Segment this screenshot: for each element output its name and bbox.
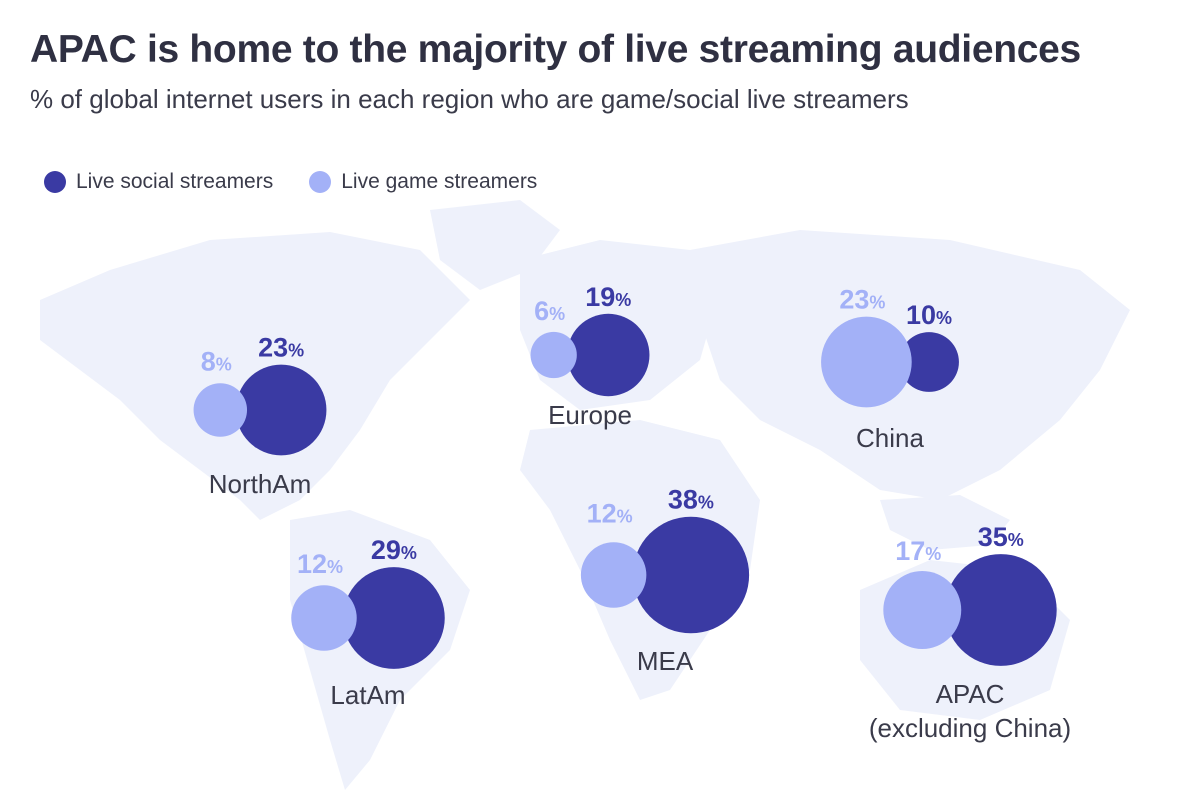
- bubble-social-northam: [235, 364, 327, 456]
- region-mea: 38% 12% MEA: [580, 485, 750, 676]
- region-northam: 23% 8% NorthAm: [193, 333, 327, 499]
- bubble-game-latam: [291, 585, 357, 651]
- region-label-europe: Europe: [548, 400, 632, 430]
- bubble-social-mea: [632, 516, 750, 634]
- value-label-game-europe: 6%: [534, 296, 565, 326]
- bubble-social-china: [899, 332, 959, 392]
- region-china: 10% 23% China: [821, 285, 959, 453]
- value-label-game-mea: 12%: [587, 499, 633, 529]
- bubble-game-europe: [530, 331, 577, 379]
- region-label-latam: LatAm: [330, 680, 405, 710]
- value-label-social-northam: 23%: [258, 333, 304, 363]
- bubble-social-europe: [567, 313, 650, 397]
- bubble-game-northam: [193, 383, 248, 437]
- value-label-game-apac: 17%: [895, 536, 941, 566]
- legend-swatch-social: [44, 171, 66, 193]
- legend: Live social streamers Live game streamer…: [44, 170, 573, 194]
- value-label-social-latam: 29%: [371, 535, 417, 565]
- chart-subtitle: % of global internet users in each regio…: [30, 84, 909, 114]
- legend-label-game: Live game streamers: [341, 170, 538, 193]
- bubble-game-apac: [883, 571, 962, 649]
- bubble-game-china: [821, 316, 912, 408]
- legend-label-social: Live social streamers: [76, 170, 274, 193]
- region-label-china: China: [856, 423, 924, 453]
- bubble-social-apac: [944, 554, 1057, 666]
- region-apac: 35% 17% APAC (excluding China): [869, 522, 1071, 743]
- value-label-social-china: 10%: [906, 300, 952, 330]
- region-latam: 29% 12% LatAm: [291, 535, 445, 710]
- region-label-apac-line2: (excluding China): [869, 713, 1071, 743]
- chart-title: APAC is home to the majority of live str…: [30, 28, 1081, 71]
- region-label-northam: NorthAm: [209, 469, 312, 499]
- region-label-mea: MEA: [637, 646, 694, 676]
- bubble-game-mea: [580, 542, 647, 608]
- legend-item-social: Live social streamers: [44, 170, 273, 194]
- value-label-social-europe: 19%: [585, 282, 631, 312]
- value-label-game-northam: 8%: [201, 347, 232, 377]
- bubbles-layer: 23% 8% NorthAm 19% 6% Europe 10% 23% China 29% 12%…: [193, 282, 1071, 743]
- value-label-game-china: 23%: [839, 285, 885, 315]
- legend-item-game: Live game streamers: [309, 170, 537, 194]
- bubble-social-latam: [342, 567, 445, 669]
- region-label-apac: APAC: [936, 679, 1005, 709]
- value-label-social-mea: 38%: [668, 485, 714, 515]
- region-europe: 19% 6% Europe: [530, 282, 650, 430]
- value-label-social-apac: 35%: [978, 522, 1024, 552]
- legend-swatch-game: [309, 171, 332, 193]
- value-label-game-latam: 12%: [297, 549, 343, 579]
- map-southeast-asia: [880, 495, 1010, 550]
